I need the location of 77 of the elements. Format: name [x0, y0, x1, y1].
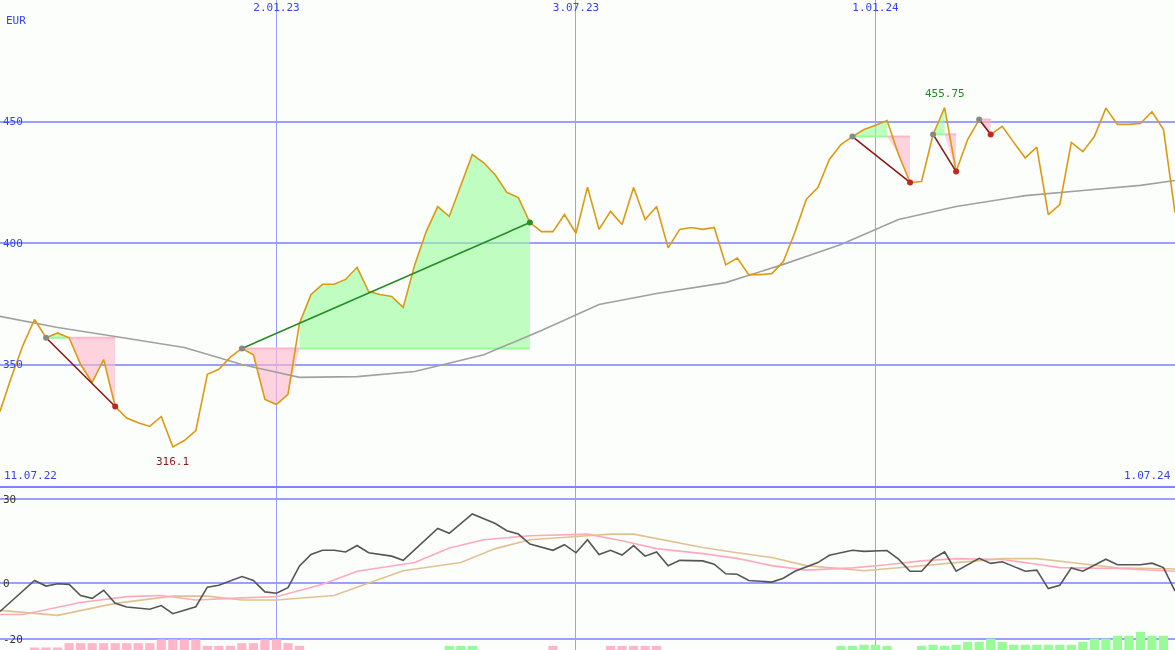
y-axis-title: EUR — [6, 14, 27, 27]
bar — [548, 645, 558, 650]
bar — [963, 641, 973, 650]
bar — [1020, 644, 1030, 650]
bar — [64, 643, 74, 650]
bar — [1147, 635, 1157, 650]
bar — [870, 644, 881, 650]
bar — [283, 643, 293, 650]
bar — [1135, 632, 1146, 650]
bar — [605, 645, 616, 650]
bar — [847, 645, 858, 650]
y-tick-label: 400 — [3, 236, 23, 250]
bar — [1112, 635, 1123, 650]
bar — [110, 643, 120, 650]
bar — [456, 645, 466, 650]
bar — [156, 639, 166, 650]
x-tick-label: 1.01.24 — [852, 0, 900, 14]
bar — [52, 647, 63, 650]
bar — [87, 643, 97, 650]
line-series — [0, 106, 1175, 448]
bar — [76, 643, 86, 650]
bar — [1055, 644, 1065, 650]
bar — [168, 639, 178, 650]
bar — [1101, 638, 1111, 650]
bar — [271, 639, 282, 650]
bar — [1158, 635, 1169, 650]
bar — [640, 645, 650, 650]
bar — [974, 641, 984, 650]
bar — [29, 647, 40, 650]
bar — [1066, 644, 1076, 650]
bar — [836, 645, 846, 650]
bar — [444, 645, 454, 650]
bar — [248, 643, 259, 650]
bar — [145, 643, 155, 650]
bar — [1009, 644, 1019, 650]
bar — [628, 645, 639, 650]
bar — [882, 645, 892, 650]
y-tick-label: 450 — [3, 115, 23, 129]
line-series — [0, 513, 1175, 615]
y-tick-label: 30 — [3, 493, 17, 507]
bar — [951, 644, 961, 650]
bar — [41, 647, 51, 650]
annotation: 316.1 — [156, 455, 190, 468]
point — [526, 219, 533, 226]
annotation: 1.07.24 — [1124, 469, 1171, 482]
bar — [179, 639, 189, 650]
bar — [928, 644, 938, 650]
x-tick-label: 3.07.23 — [552, 0, 600, 14]
bar — [1078, 641, 1088, 650]
bar — [617, 645, 627, 650]
bar — [237, 643, 247, 650]
bar — [940, 645, 950, 650]
x-tick-label: 2.01.23 — [253, 0, 300, 14]
y-tick-label: 0 — [3, 576, 10, 590]
bar — [986, 638, 996, 650]
bar — [1124, 635, 1134, 650]
bar — [133, 643, 143, 650]
bar — [1032, 644, 1042, 650]
bar — [997, 641, 1007, 650]
bar — [260, 639, 270, 650]
bar — [191, 639, 201, 650]
annotation: 11.07.22 — [4, 469, 57, 482]
bar — [202, 645, 212, 650]
bar — [652, 645, 662, 650]
y-tick-label: -20 — [3, 632, 23, 646]
bar — [1089, 638, 1099, 650]
bar — [1043, 644, 1053, 650]
annotation: 455.75 — [925, 87, 965, 100]
bar — [467, 645, 477, 650]
bar — [859, 644, 869, 650]
bar — [294, 645, 305, 650]
bar — [916, 645, 927, 650]
line-series — [0, 179, 1175, 379]
bar — [99, 643, 109, 650]
bar — [122, 643, 132, 650]
bar — [225, 645, 235, 650]
bar — [214, 645, 224, 650]
